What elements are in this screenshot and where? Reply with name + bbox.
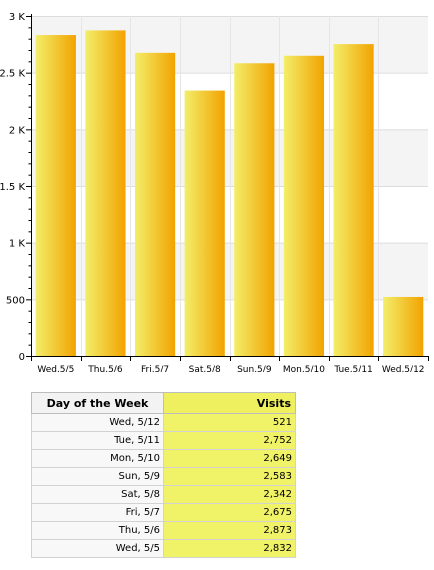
table-row: Wed, 5/5 2,832 [31, 539, 296, 558]
header-visits[interactable]: Visits [163, 392, 296, 414]
cell-visits: 2,752 [163, 431, 296, 450]
cell-day: Fri, 5/7 [31, 503, 164, 522]
cell-visits: 2,675 [163, 503, 296, 522]
bar-Mon.5/10[interactable] [283, 55, 325, 356]
x-tick-label: Sat.5/8 [189, 365, 221, 372]
cell-visits: 2,649 [163, 449, 296, 468]
x-axis-ticks: Wed.5/5 Thu.5/6 Fri.5/7 Sat.5/8 Sun.5/9 Mon.5… [31, 356, 429, 372]
table-row: Thu, 5/6 2,873 [31, 521, 296, 540]
bars [35, 30, 424, 357]
table-row: Sun, 5/9 2,583 [31, 467, 296, 486]
cell-day: Sat, 5/8 [31, 485, 164, 504]
cell-day: Sun, 5/9 [31, 467, 164, 486]
header-day-of-week[interactable]: Day of the Week [31, 392, 164, 414]
table-body: Wed, 5/12 521 Tue, 5/11 2,752 Mon, 5/10 2,649… [31, 413, 296, 558]
table-row: Wed, 5/12 521 [31, 413, 296, 432]
y-tick-label: 1 K [9, 239, 26, 250]
cell-visits: 2,342 [163, 485, 296, 504]
y-tick-label: 2.5 K [0, 69, 25, 80]
cell-visits: 521 [163, 413, 296, 432]
cell-day: Wed, 5/12 [31, 413, 164, 432]
x-tick-label: Mon.5/10 [283, 365, 325, 372]
visits-bar-chart: 0 500 1 K 1.5 K 2 K 2.5 K 3 K Wed.5/5 Thu.5/6 Fr… [0, 12, 429, 372]
table-row: Fri, 5/7 2,675 [31, 503, 296, 522]
y-tick-label: 3 K [9, 12, 26, 23]
x-tick-label: Thu.5/6 [87, 365, 123, 372]
bar-Sun.5/9[interactable] [234, 63, 275, 356]
bar-Wed.5/5[interactable] [35, 35, 76, 356]
table-row: Tue, 5/11 2,752 [31, 431, 296, 450]
bar-Wed.5/12[interactable] [383, 296, 424, 356]
y-tick-label: 2 K [9, 125, 26, 136]
bar-Tue.5/11[interactable] [333, 44, 374, 357]
cell-day: Thu, 5/6 [31, 521, 164, 540]
bar-Fri.5/7[interactable] [134, 52, 176, 356]
table-row: Sat, 5/8 2,342 [31, 485, 296, 504]
cell-day: Mon, 5/10 [31, 449, 164, 468]
bar-Thu.5/6[interactable] [85, 30, 126, 356]
cell-day: Tue, 5/11 [31, 431, 164, 450]
y-tick-label: 0 [19, 352, 25, 363]
x-tick-label: Tue.5/11 [333, 365, 372, 372]
x-tick-label: Sun.5/9 [237, 365, 272, 372]
cell-day: Wed, 5/5 [31, 539, 164, 558]
y-axis-ticks: 0 500 1 K 1.5 K 2 K 2.5 K 3 K [0, 12, 31, 363]
x-tick-label: Wed.5/12 [382, 365, 425, 372]
x-tick-label: Wed.5/5 [37, 365, 74, 372]
y-tick-label: 1.5 K [0, 182, 25, 193]
cell-visits: 2,873 [163, 521, 296, 540]
x-tick-label: Fri.5/7 [141, 365, 169, 372]
visits-table: Day of the Week Visits Wed, 5/12 521 Tue, … [31, 392, 296, 558]
table-header-row: Day of the Week Visits [31, 392, 296, 414]
cell-visits: 2,832 [163, 539, 296, 558]
table-row: Mon, 5/10 2,649 [31, 449, 296, 468]
axes [31, 14, 428, 361]
bar-Sat.5/8[interactable] [184, 90, 225, 356]
cell-visits: 2,583 [163, 467, 296, 486]
y-tick-label: 500 [6, 295, 25, 306]
